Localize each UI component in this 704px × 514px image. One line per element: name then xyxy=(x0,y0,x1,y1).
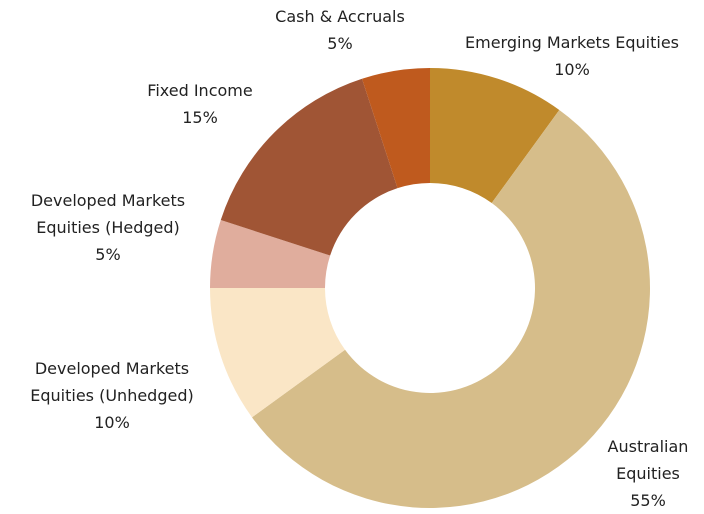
donut-slice xyxy=(210,220,331,288)
donut-slice xyxy=(252,110,651,509)
value-label: 10% xyxy=(94,413,130,432)
slice-label: Fixed Income 15% xyxy=(100,77,300,131)
donut-slice xyxy=(362,68,430,189)
donut-slice xyxy=(220,78,398,256)
value-label: 15% xyxy=(182,108,218,127)
category-name: Developed Markets Equities (Unhedged) xyxy=(30,359,194,405)
category-name: Fixed Income xyxy=(147,81,253,100)
category-name: Australian Equities xyxy=(607,437,689,483)
value-label: 5% xyxy=(95,245,121,264)
donut-slice xyxy=(430,68,560,204)
slice-label: Australian Equities 55% xyxy=(593,433,703,514)
value-label: 55% xyxy=(630,491,666,510)
value-label: 5% xyxy=(327,34,353,53)
category-name: Emerging Markets Equities xyxy=(465,33,679,52)
slice-label: Emerging Markets Equities 10% xyxy=(442,29,702,83)
donut-slice xyxy=(210,288,346,418)
slice-label: Developed Markets Equities (Hedged) 5% xyxy=(8,187,208,268)
slice-label: Cash & Accruals 5% xyxy=(240,3,440,57)
slice-label: Developed Markets Equities (Unhedged) 10% xyxy=(12,355,212,436)
value-label: 10% xyxy=(554,60,590,79)
category-name: Cash & Accruals xyxy=(275,7,405,26)
category-name: Developed Markets Equities (Hedged) xyxy=(30,191,186,237)
